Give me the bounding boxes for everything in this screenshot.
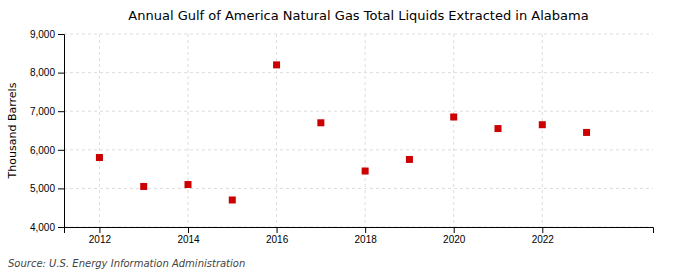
grid-line-y	[64, 111, 653, 112]
y-tick-label: 4,000	[30, 222, 55, 233]
point	[583, 129, 590, 136]
y-tick-mark	[58, 227, 64, 228]
grid-line-x	[188, 34, 189, 227]
x-tick: 2016	[266, 227, 289, 245]
point	[185, 181, 192, 188]
grid-line-y	[64, 149, 653, 150]
title: Annual Gulf of America Natural Gas Total…	[128, 8, 588, 23]
plot-area: 2012 2014 2016 2018 2020 2022 4,000 5,000 6,000 7…	[30, 29, 654, 245]
x-tick: 2020	[443, 227, 466, 245]
y-tick-mark	[58, 111, 64, 112]
x-axis: 2012 2014 2016 2018 2020 2022	[65, 227, 654, 245]
grid	[64, 34, 653, 227]
point	[406, 156, 413, 163]
y-axis: 4,000 5,000 6,000 7,000 8,000 9,000	[30, 29, 65, 233]
points	[96, 61, 590, 203]
source: Source: U.S. Energy Information Administ…	[8, 258, 245, 269]
point	[362, 168, 369, 175]
point	[539, 121, 546, 128]
point	[229, 196, 236, 203]
y-tick: 4,000	[30, 222, 64, 233]
y-tick: 8,000	[30, 67, 64, 78]
y-tick: 9,000	[30, 29, 64, 40]
point	[96, 154, 103, 161]
y-tick-mark	[58, 150, 64, 151]
y-tick-label: 5,000	[30, 183, 55, 194]
y-axis-title: Thousand Barrels	[6, 82, 19, 179]
x-tick-label: 2016	[266, 234, 289, 245]
x-tick-mark	[188, 227, 189, 233]
grid-line-y	[64, 188, 653, 189]
x-tick-label: 2022	[532, 234, 555, 245]
grid-line-x	[453, 34, 454, 227]
x-tick: 2022	[532, 227, 555, 245]
x-tick-mark	[365, 227, 366, 233]
y-tick: 6,000	[30, 145, 64, 156]
x-tick-label: 2012	[89, 234, 112, 245]
grid-line-x	[365, 34, 366, 227]
grid-line-x	[542, 34, 543, 227]
y-axis-line	[58, 35, 65, 228]
x-tick: 2012	[89, 227, 112, 245]
y-tick-mark	[58, 73, 64, 74]
x-tick-label: 2018	[355, 234, 378, 245]
y-tick-mark	[58, 188, 64, 189]
x-tick-label: 2014	[177, 234, 200, 245]
point	[273, 61, 280, 68]
point	[495, 125, 502, 132]
y-tick-label: 6,000	[30, 145, 55, 156]
x-tick: 2018	[355, 227, 378, 245]
x-axis-line	[65, 228, 654, 234]
grid-line-x	[99, 34, 100, 227]
x-tick-label: 2020	[443, 234, 466, 245]
y-tick: 5,000	[30, 183, 64, 194]
y-tick-label: 7,000	[30, 106, 55, 117]
grid-line-y	[64, 34, 653, 35]
y-tick: 7,000	[30, 106, 64, 117]
point	[140, 183, 147, 190]
x-tick-mark	[99, 227, 100, 233]
x-tick: 2014	[177, 227, 200, 245]
grid-line-y	[64, 72, 653, 73]
x-tick-mark	[277, 227, 278, 233]
y-tick-label: 8,000	[30, 67, 55, 78]
y-tick-mark	[58, 34, 64, 35]
chart: 2012 2014 2016 2018 2020 2022 4,000 5,000 6,000 7…	[0, 0, 675, 275]
x-tick-mark	[542, 227, 543, 233]
point	[450, 113, 457, 120]
x-tick-mark	[454, 227, 455, 233]
y-tick-label: 9,000	[30, 29, 55, 40]
point	[317, 119, 324, 126]
